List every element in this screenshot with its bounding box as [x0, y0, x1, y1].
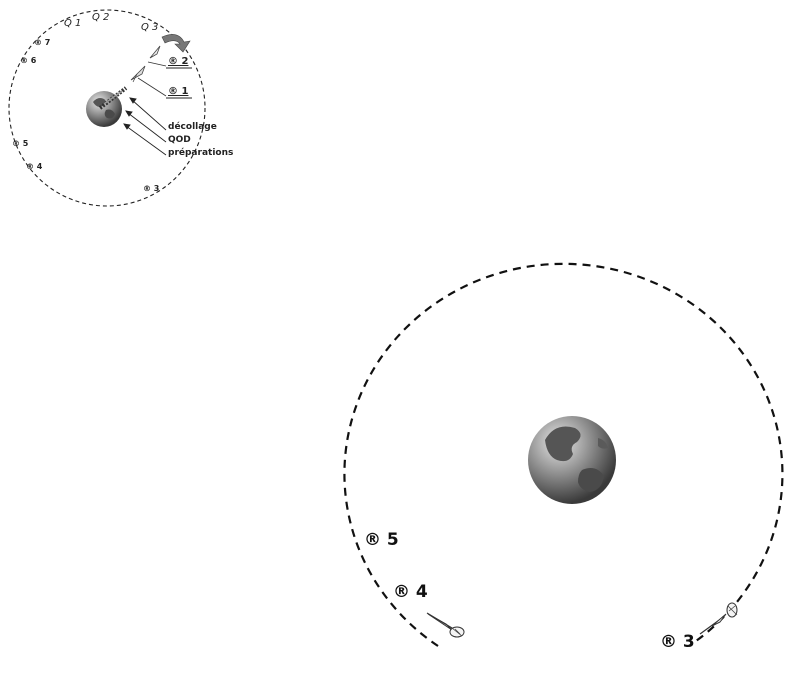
large-orbit-path [343, 262, 784, 647]
phase-label-qod: QOD [168, 135, 191, 145]
ring-marker-5: ® 5 [12, 139, 29, 148]
small-launch-trail-icon [98, 86, 128, 110]
q-label-1: Q 1 [64, 18, 82, 29]
ring-marker-3: ® 3 [143, 184, 160, 193]
marker-label-4: ® 4 [393, 582, 428, 602]
ring-marker-6: ® 6 [20, 56, 37, 65]
q-label-3: Q 3 [141, 22, 159, 33]
earth-icon [528, 416, 616, 504]
ring-marker-7: ® 7 [34, 38, 51, 47]
small-earth-icon [86, 91, 122, 127]
phase-arrows [123, 97, 167, 156]
marker-label-3: ® 3 [660, 632, 695, 652]
rocket-icon-right [699, 602, 738, 635]
ring-marker-4: ® 4 [26, 162, 43, 171]
callout-line-2 [147, 61, 167, 67]
phase-label-preparations: préparations [168, 148, 234, 158]
small-orbit-path [8, 9, 206, 207]
large-orbit-diagram [343, 262, 784, 647]
small-rocket-icon-1 [130, 65, 146, 83]
marker-label-5: ® 5 [364, 530, 399, 550]
phase-label-decollage: décollage [168, 122, 217, 132]
callout-label-2: ® 2 [168, 56, 189, 67]
small-rocket-icon-2 [149, 45, 161, 59]
rocket-icon-left [426, 612, 465, 638]
callout-label-1: ® 1 [168, 86, 189, 97]
small-orbit-diagram [8, 9, 206, 207]
callout-line-1 [137, 77, 167, 97]
direction-arrow-icon [161, 34, 191, 53]
q-label-2: Q 2 [92, 12, 110, 23]
